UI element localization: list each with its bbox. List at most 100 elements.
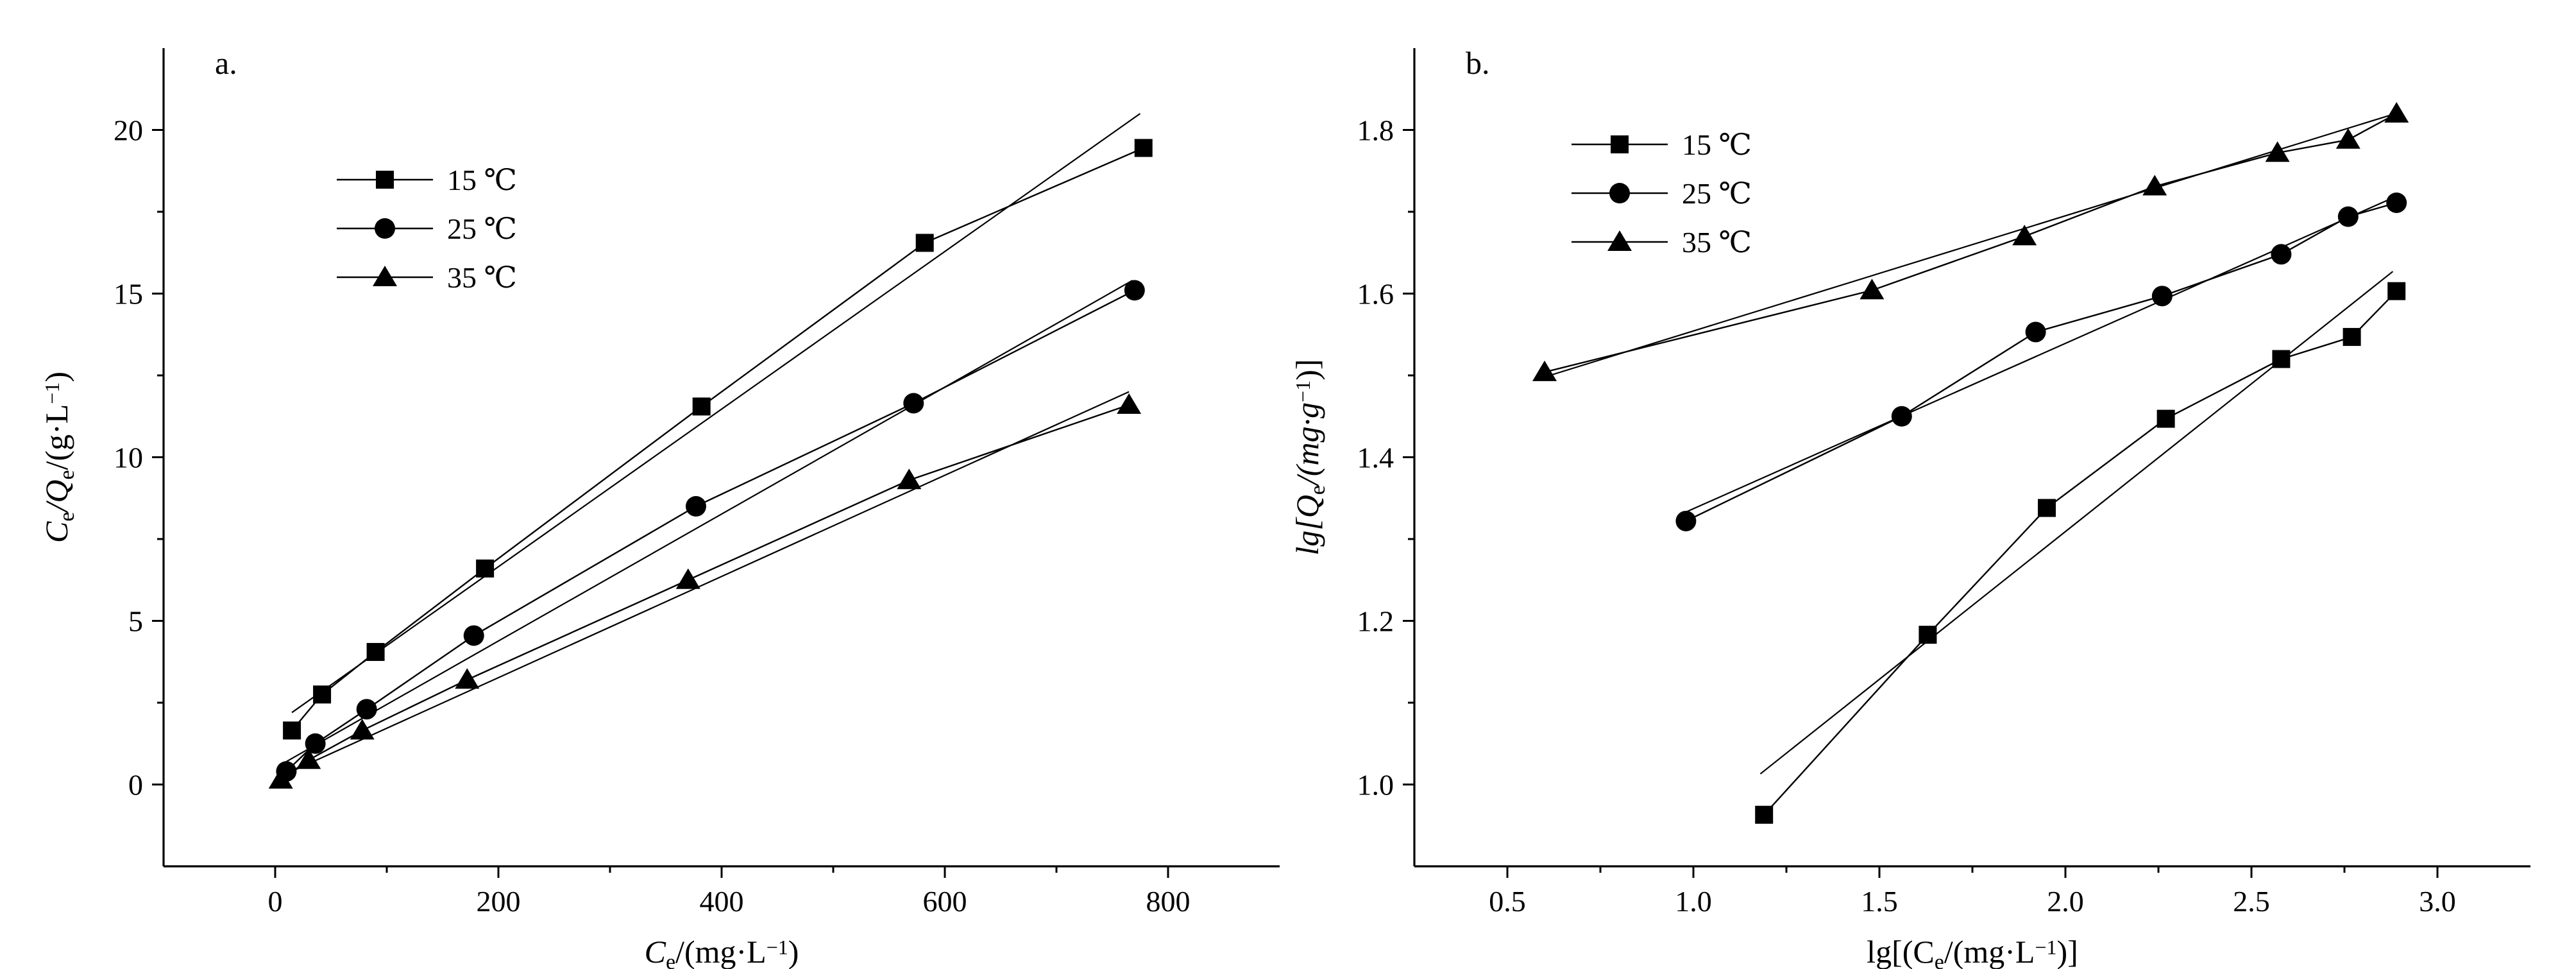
legend: 15 ℃ 25 ℃ 35 ℃ (337, 164, 517, 294)
axis-title-part: ) (788, 934, 799, 969)
axis-title-part: −1 (2035, 936, 2056, 959)
legend-label: 25 ℃ (447, 212, 517, 245)
series-3 (268, 391, 1142, 789)
axis-title-part: C (38, 521, 74, 543)
x-tick-label: 1.0 (1675, 885, 1712, 918)
y-tick-label: 1.8 (1357, 114, 1394, 147)
legend-label: 35 ℃ (447, 261, 517, 294)
data-point (675, 568, 700, 589)
data-point (2337, 206, 2359, 227)
legend-label: 35 ℃ (1682, 226, 1752, 259)
data-point (463, 625, 484, 646)
chart-panel-b: 0.5 1.0 1.5 2.0 2.5 3.0 1.0 1.2 1.4 1.6 1.8 b. lg[(C… (1289, 45, 2530, 969)
x-tick-label: 2.5 (2233, 885, 2270, 918)
legend-marker (1609, 183, 1630, 203)
data-point (283, 721, 301, 740)
y-tick-label: 20 (114, 114, 143, 147)
axis-title-part: lg[(C (1867, 934, 1935, 969)
legend-marker (376, 171, 394, 189)
panel-label: b. (1466, 45, 1490, 81)
fit-line (285, 280, 1133, 762)
data-point (268, 767, 293, 789)
data-point (2272, 350, 2291, 368)
series-1 (1755, 271, 2406, 824)
legend-marker (1607, 230, 1632, 251)
data-point (2038, 499, 2056, 517)
axis-title-part: −1 (40, 382, 64, 404)
legend-marker (373, 266, 397, 286)
x-tick-label: 3.0 (2419, 885, 2456, 918)
data-point (356, 699, 377, 720)
axis-title-part: /(mg·L (1944, 934, 2035, 969)
chart-panel-a: 0 200 400 600 80005101520a.Ce/(mg·L−1)Ce/Qe/… (38, 45, 1280, 969)
legend-label: 15 ℃ (447, 164, 517, 196)
data-point (1860, 279, 1885, 300)
axis-title-part: C (645, 934, 666, 969)
data-point (1675, 510, 1697, 531)
axis-title-part: e (55, 512, 79, 522)
x-tick-label: 800 (1146, 885, 1191, 918)
x-tick-label: 1.5 (1861, 885, 1898, 918)
axis-title-part: e (1935, 950, 1944, 969)
x-tick-label: 2.0 (2047, 885, 2084, 918)
data-point (897, 468, 922, 490)
data-point (915, 234, 934, 252)
y-tick-label: 15 (114, 278, 143, 311)
axis-title-part: −1 (1291, 381, 1314, 402)
axis-title-part: ) (38, 372, 74, 382)
data-point (1891, 406, 1912, 427)
y-axis-title: lg[Qe/(mg·g−1)] (1289, 359, 1330, 555)
data-point (1919, 626, 1937, 644)
data-point (366, 642, 385, 661)
data-point (2386, 192, 2407, 213)
x-tick-label: 400 (700, 885, 744, 918)
data-point (313, 685, 332, 704)
series-2 (1675, 192, 2407, 531)
y-tick-label: 5 (128, 605, 143, 638)
y-axis-title: Ce/Qe/(g·L−1) (38, 372, 79, 543)
data-point (2151, 286, 2173, 307)
y-tick-label: 0 (128, 769, 143, 802)
axis-title-part: )] (2057, 934, 2078, 969)
legend-marker (1611, 135, 1629, 153)
data-point (2335, 128, 2360, 149)
x-tick-label: 0.5 (1489, 885, 1526, 918)
data-point (296, 748, 321, 769)
axis-title-part: )] (1289, 359, 1325, 380)
legend-marker (375, 218, 395, 239)
series-3 (1532, 102, 2409, 381)
data-point (2384, 102, 2409, 123)
data-point (1755, 805, 1774, 824)
data-point (2012, 225, 2037, 246)
series-1 (283, 113, 1153, 740)
data-point (903, 393, 924, 414)
x-tick-label: 200 (477, 885, 521, 918)
legend-label: 15 ℃ (1682, 128, 1752, 161)
data-point (2271, 244, 2292, 265)
legend-label: 25 ℃ (1682, 177, 1752, 210)
axis-title-part: /Q (38, 480, 74, 514)
data-point (1532, 360, 1557, 381)
data-point (2157, 409, 2175, 428)
y-tick-label: 1.2 (1357, 605, 1394, 638)
axis-title-part: e (55, 470, 79, 479)
data-point (2265, 141, 2290, 162)
data-point (350, 719, 375, 740)
data-point (455, 668, 480, 689)
data-point (476, 559, 495, 578)
data-point (2343, 328, 2361, 347)
axis-title-part: lg[Q (1289, 495, 1325, 555)
axis-title-part: /(mg·L (675, 934, 767, 969)
fit-line (1544, 114, 2393, 378)
data-point (1134, 139, 1153, 157)
data-point (685, 496, 706, 517)
x-tick-label: 0 (268, 885, 283, 918)
axis-title-part: /(mg·g (1289, 402, 1325, 487)
data-point (2025, 322, 2046, 343)
axis-title-part: /(g·L (38, 404, 74, 470)
x-axis-title: lg[(Ce/(mg·L−1)] (1867, 934, 2078, 969)
data-point (305, 733, 326, 754)
axis-title-part: e (666, 950, 675, 969)
panel-label: a. (215, 45, 237, 81)
